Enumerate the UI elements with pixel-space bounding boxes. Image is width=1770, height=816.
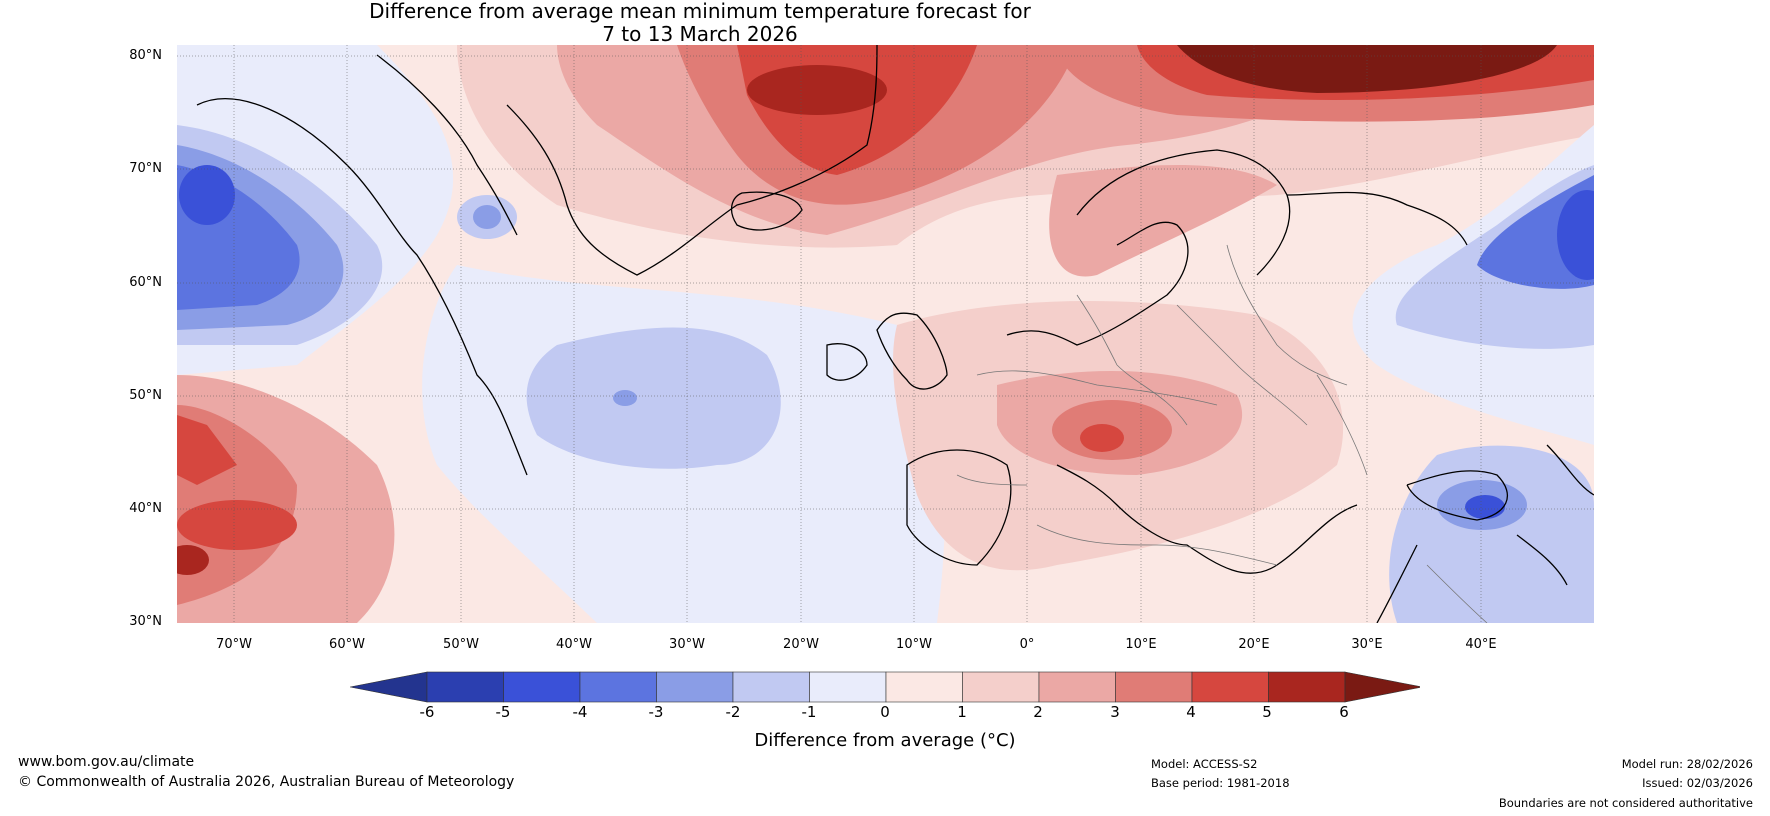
- colorbar-swatch: [579, 671, 657, 703]
- issued-text: Issued: 02/03/2026: [1642, 776, 1753, 790]
- base-period-text: Base period: 1981-2018: [1151, 776, 1290, 790]
- coastlines: [196, 45, 1594, 623]
- colorbar-swatch: [809, 671, 887, 703]
- lon-label-10w: 10°W: [896, 637, 932, 652]
- lon-label-0: 0°: [1019, 637, 1035, 652]
- colorbar-swatch: [1268, 671, 1346, 703]
- colorbar-tick: -2: [725, 703, 741, 721]
- lon-label-50w: 50°W: [443, 637, 479, 652]
- lat-label-50n: 50°N: [129, 388, 162, 403]
- anomaly-contours: [177, 45, 1594, 623]
- colorbar-swatch: [732, 671, 810, 703]
- lat-label-70n: 70°N: [129, 161, 162, 176]
- lon-label-60w: 60°W: [329, 637, 365, 652]
- colorbar-tick: -5: [495, 703, 511, 721]
- colorbar-swatch: [885, 671, 963, 703]
- lon-label-20w: 20°W: [783, 637, 819, 652]
- lon-label-30e: 30°E: [1351, 637, 1383, 652]
- colorbar-swatch: [426, 671, 504, 703]
- colorbar-tick: 3: [1110, 703, 1120, 721]
- colorbar-swatch: [962, 671, 1040, 703]
- model-text: Model: ACCESS-S2: [1151, 757, 1258, 771]
- colorbar-tick: 1: [957, 703, 967, 721]
- colorbar-tick: 6: [1339, 703, 1349, 721]
- lon-label-30w: 30°W: [669, 637, 705, 652]
- colorbar-swatch: [503, 671, 581, 703]
- colorbar-swatch: [656, 671, 734, 703]
- colorbar-tick: -3: [648, 703, 664, 721]
- anomaly-map: [177, 45, 1594, 623]
- lon-label-40e: 40°E: [1465, 637, 1497, 652]
- lat-label-60n: 60°N: [129, 275, 162, 290]
- country-borders: [956, 244, 1488, 623]
- disclaimer-text: Boundaries are not considered authoritat…: [1498, 796, 1753, 810]
- colorbar-tick: -1: [801, 703, 817, 721]
- lon-label-70w: 70°W: [216, 637, 252, 652]
- colorbar: [350, 671, 1420, 703]
- lon-label-10e: 10°E: [1125, 637, 1157, 652]
- colorbar-extend-high: [1344, 671, 1420, 703]
- colorbar-swatch: [1038, 671, 1116, 703]
- lat-label-40n: 40°N: [129, 501, 162, 516]
- colorbar-swatch: [1191, 671, 1269, 703]
- colorbar-tick: 0: [880, 703, 890, 721]
- colorbar-tick: 4: [1186, 703, 1196, 721]
- lat-label-80n: 80°N: [129, 48, 162, 63]
- colorbar-tick: 2: [1033, 703, 1043, 721]
- colorbar-label: Difference from average (°C): [754, 730, 1016, 751]
- map-title: Difference from average mean minimum tem…: [0, 0, 1400, 46]
- colorbar-tick: -6: [419, 703, 435, 721]
- colorbar-extend-low: [350, 671, 428, 703]
- copyright-text: © Commonwealth of Australia 2026, Austra…: [18, 774, 515, 790]
- title-line-1: Difference from average mean minimum tem…: [369, 0, 1031, 23]
- model-run-text: Model run: 28/02/2026: [1621, 757, 1753, 771]
- colorbar-tick: -4: [572, 703, 588, 721]
- lon-label-40w: 40°W: [556, 637, 592, 652]
- lat-label-30n: 30°N: [129, 614, 162, 629]
- lon-label-20e: 20°E: [1238, 637, 1270, 652]
- title-line-2: 7 to 13 March 2026: [602, 22, 798, 46]
- graticule: [177, 45, 1594, 623]
- colorbar-tick: 5: [1262, 703, 1272, 721]
- website-link[interactable]: www.bom.gov.au/climate: [18, 754, 195, 770]
- colorbar-swatch: [1115, 671, 1193, 703]
